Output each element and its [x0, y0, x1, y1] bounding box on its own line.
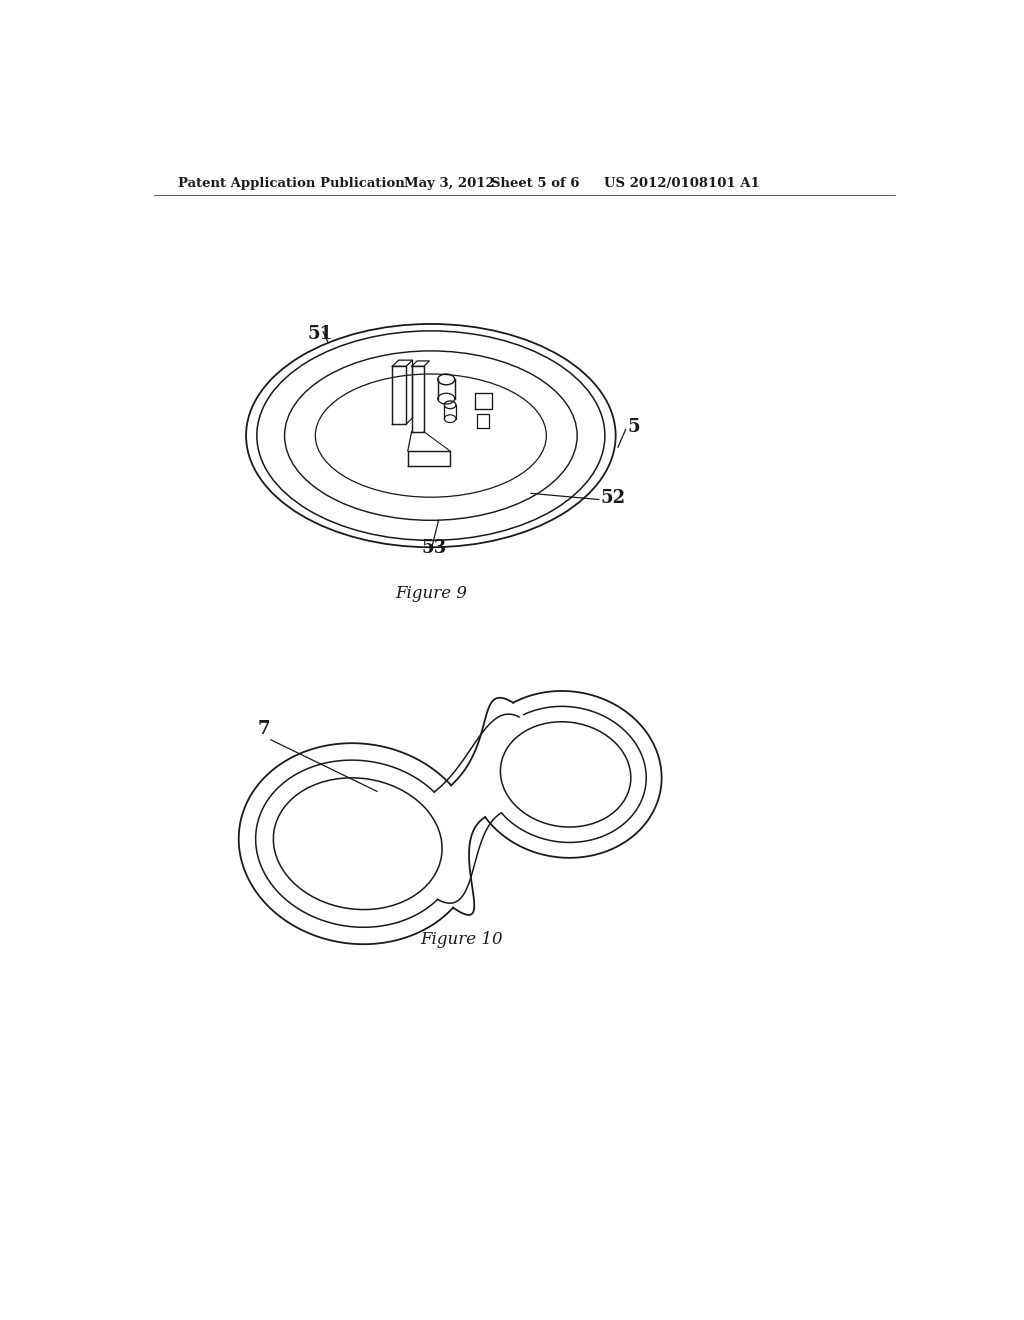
Text: Figure 10: Figure 10	[420, 932, 503, 949]
Text: Sheet 5 of 6: Sheet 5 of 6	[490, 177, 580, 190]
Text: 51: 51	[307, 325, 333, 343]
Text: Figure 9: Figure 9	[395, 585, 467, 602]
Text: 5: 5	[628, 417, 640, 436]
Text: US 2012/0108101 A1: US 2012/0108101 A1	[604, 177, 760, 190]
Text: 52: 52	[600, 490, 626, 507]
Text: 53: 53	[422, 540, 446, 557]
Text: Patent Application Publication: Patent Application Publication	[178, 177, 406, 190]
Text: 7: 7	[258, 721, 270, 738]
Text: May 3, 2012: May 3, 2012	[403, 177, 495, 190]
